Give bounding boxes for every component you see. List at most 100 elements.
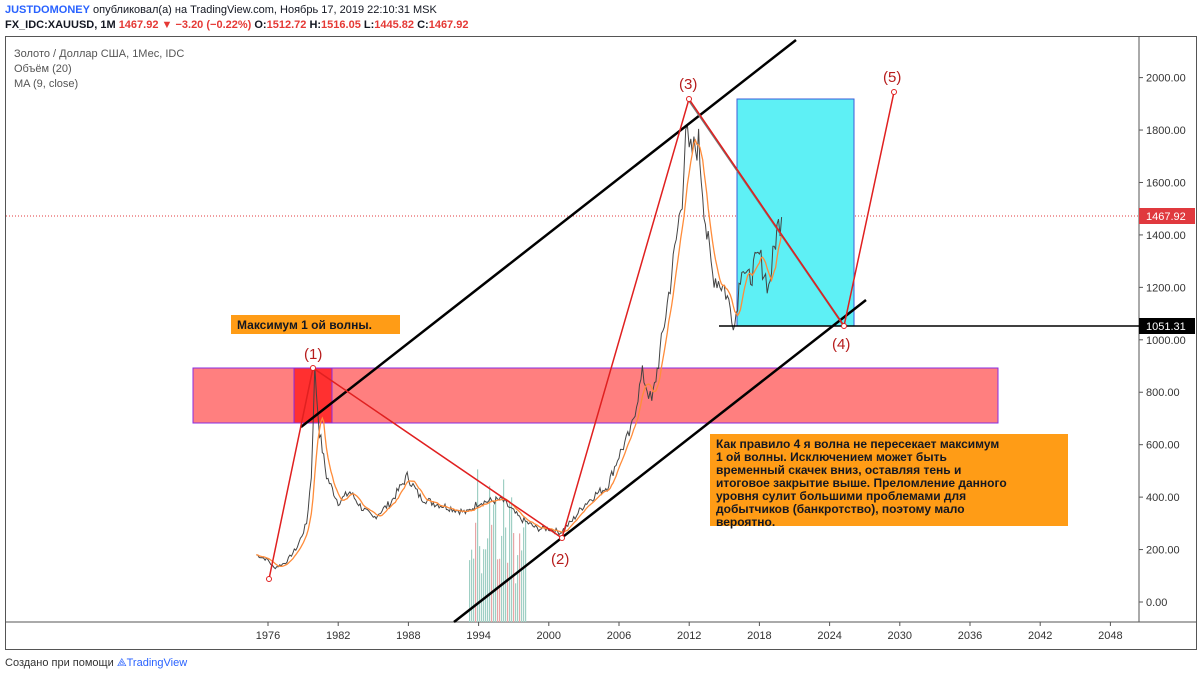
- volume-bar: [491, 524, 493, 622]
- volume-bar: [523, 527, 525, 622]
- elliott-wave-path[interactable]: [268, 91, 895, 580]
- change-value: −3.20 (−0.22%): [175, 19, 252, 31]
- volume-bar: [511, 497, 513, 622]
- x-axis[interactable]: 1976 1982 1988 1994 2000 2006 2012 2018 2024 2030…: [256, 622, 1123, 642]
- volume-bar: [503, 479, 505, 622]
- current-price-badge: [1139, 208, 1195, 224]
- wave-point[interactable]: [891, 89, 897, 95]
- wave-points: [266, 89, 897, 582]
- volume-bar: [479, 546, 481, 622]
- volume-bar: [497, 559, 499, 622]
- volume-bars: [469, 469, 527, 622]
- wave-label-1: (1): [304, 346, 322, 363]
- channel-lower-line[interactable]: [453, 299, 867, 623]
- wave-point[interactable]: [686, 96, 692, 102]
- wave-label-3: (3): [679, 76, 697, 93]
- chart-legend: Золото / Доллар США, 1Мес, IDC Объём (20…: [14, 47, 184, 92]
- ma-series-line: [256, 138, 783, 568]
- channel-upper-line[interactable]: [300, 39, 797, 428]
- x-tick-label: 2012: [677, 630, 701, 642]
- symbol-label: FX_IDC:XAUUSD, 1M: [5, 19, 116, 31]
- x-tick-label: 1994: [466, 630, 490, 642]
- ohlc-open-key: O:: [254, 19, 267, 31]
- y-tick-label: 1200.00: [1146, 282, 1186, 294]
- legend-title[interactable]: Золото / Доллар США, 1Мес, IDC: [14, 48, 185, 60]
- volume-bar: [485, 549, 487, 622]
- wave-label-2: (2): [551, 551, 569, 568]
- wave-point[interactable]: [266, 576, 272, 582]
- legend-ma[interactable]: MA (9, close): [14, 78, 79, 90]
- x-tick-label: 2000: [537, 630, 561, 642]
- volume-bar: [473, 558, 475, 622]
- legend-volume[interactable]: Объём (20): [14, 63, 72, 75]
- note-box[interactable]: [710, 434, 1068, 526]
- y-tick-label: 400.00: [1146, 492, 1180, 504]
- volume-bar: [517, 555, 519, 622]
- volume-bar: [495, 495, 497, 622]
- x-tick-label: 2042: [1028, 630, 1052, 642]
- x-tick-label: 1988: [396, 630, 420, 642]
- note-text: Как правило 4 я волна не пересекает макс…: [716, 437, 1007, 529]
- x-tick-label: 2036: [958, 630, 982, 642]
- volume-bar: [477, 469, 479, 622]
- level-price-badge-text: 1051.31: [1146, 321, 1186, 333]
- volume-bar: [499, 558, 501, 622]
- y-tick-label: 1400.00: [1146, 230, 1186, 242]
- x-tick-label: 1976: [256, 630, 280, 642]
- volume-bar: [489, 485, 491, 622]
- ohlc-low-value: 1445.82: [374, 19, 415, 31]
- ohlc-high-key: H:: [309, 19, 322, 31]
- x-tick-label: 2018: [747, 630, 771, 642]
- wave-label-4: (4): [832, 336, 850, 353]
- header-bar: JUSTDOMONEY опубликовал(а) на TradingVie…: [0, 0, 1200, 34]
- volume-bar: [507, 562, 509, 622]
- x-tick-label: 2024: [817, 630, 841, 642]
- volume-bar: [483, 549, 485, 622]
- volume-bar: [475, 522, 477, 622]
- volume-bar: [525, 520, 527, 622]
- wave-point[interactable]: [559, 535, 565, 541]
- y-tick-label: 600.00: [1146, 440, 1180, 452]
- level-price-badge: [1139, 318, 1195, 334]
- current-price-badge-text: 1467.92: [1146, 211, 1186, 223]
- author-link[interactable]: JUSTDOMONEY: [5, 4, 90, 16]
- volume-bar: [519, 533, 521, 622]
- tradingview-link[interactable]: TradingView: [126, 657, 188, 669]
- ohlc-close-key: C:: [417, 19, 429, 31]
- publish-line: JUSTDOMONEY опубликовал(а) на TradingVie…: [5, 4, 437, 16]
- volume-bar: [521, 550, 523, 622]
- wave-label-5: (5): [883, 69, 901, 86]
- volume-bar: [487, 538, 489, 622]
- symbol-line: FX_IDC:XAUUSD, 1M 1467.92 ▼ −3.20 (−0.22…: [5, 19, 468, 31]
- y-tick-label: 200.00: [1146, 545, 1180, 557]
- y-tick-label: 0.00: [1146, 597, 1167, 609]
- x-tick-label: 2048: [1098, 630, 1122, 642]
- y-tick-label: 1600.00: [1146, 177, 1186, 189]
- chart-panel[interactable]: 2000.00 1800.00 1600.00 1400.00 1200.00 1000.…: [5, 36, 1197, 650]
- volume-bar: [515, 583, 517, 622]
- ohlc-open-value: 1512.72: [266, 19, 307, 31]
- y-tick-label: 1800.00: [1146, 125, 1186, 137]
- change-arrow-icon: ▼: [161, 19, 173, 31]
- footer: Создано при помощи ⟁TradingView: [5, 657, 187, 670]
- publish-info: опубликовал(а) на TradingView.com, Ноябр…: [89, 4, 437, 16]
- wave-max-label-text: Максимум 1 ой волны.: [237, 318, 372, 332]
- wave-point[interactable]: [310, 365, 316, 371]
- ohlc-high-value: 1516.05: [321, 19, 361, 31]
- y-tick-label: 800.00: [1146, 387, 1180, 399]
- volume-bar: [513, 533, 515, 622]
- x-tick-label: 2006: [607, 630, 631, 642]
- y-tick-label: 2000.00: [1146, 73, 1186, 85]
- volume-bar: [481, 573, 483, 622]
- y-axis[interactable]: 2000.00 1800.00 1600.00 1400.00 1200.00 1000.…: [1139, 73, 1186, 609]
- volume-bar: [509, 501, 511, 622]
- volume-bar: [469, 560, 471, 622]
- price-series-line: [256, 124, 783, 570]
- chart-svg[interactable]: 2000.00 1800.00 1600.00 1400.00 1200.00 1000.…: [6, 37, 1196, 649]
- wave-point[interactable]: [841, 323, 847, 329]
- wave-max-label-box[interactable]: [231, 315, 400, 334]
- volume-bar: [501, 535, 503, 622]
- x-tick-label: 1982: [326, 630, 350, 642]
- y-tick-label: 1000.00: [1146, 335, 1186, 347]
- wave4-target-rect[interactable]: [736, 98, 855, 327]
